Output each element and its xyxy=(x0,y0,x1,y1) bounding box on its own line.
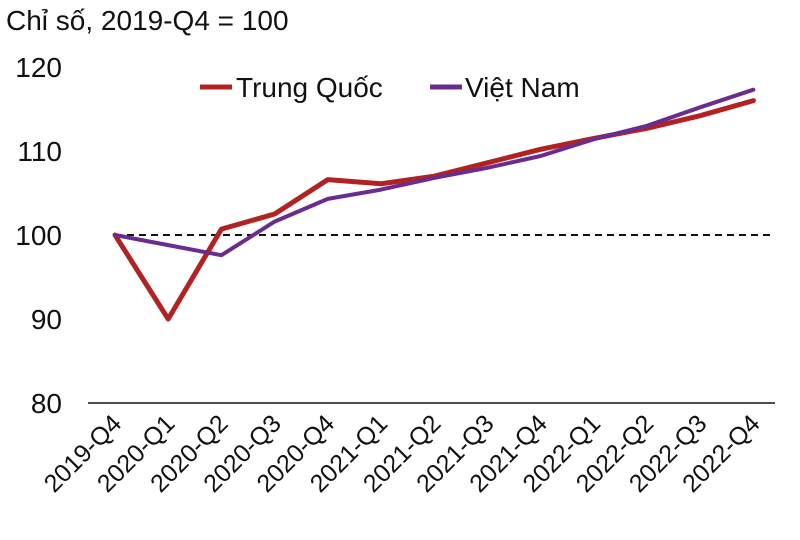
series-lines xyxy=(112,87,756,322)
legend-label-viet-nam: Việt Nam xyxy=(465,72,580,103)
series-line-viet-nam xyxy=(113,87,756,258)
y-tick-label: 80 xyxy=(31,388,62,419)
y-axis-ticks: 80 90 100 110 120 xyxy=(15,52,62,419)
unit-label: Chỉ số, 2019-Q4 = 100 xyxy=(6,5,289,36)
legend: Trung Quốc Việt Nam xyxy=(200,72,580,103)
series-line-trung-quoc xyxy=(112,98,756,322)
legend-label-trung-quoc: Trung Quốc xyxy=(236,72,383,103)
y-tick-label: 110 xyxy=(17,136,62,167)
y-tick-label: 120 xyxy=(15,52,62,83)
x-axis-ticks: 2019-Q42020-Q12020-Q22020-Q32020-Q42021-… xyxy=(39,409,766,498)
y-tick-label: 90 xyxy=(31,304,62,335)
y-tick-label: 100 xyxy=(15,220,62,251)
